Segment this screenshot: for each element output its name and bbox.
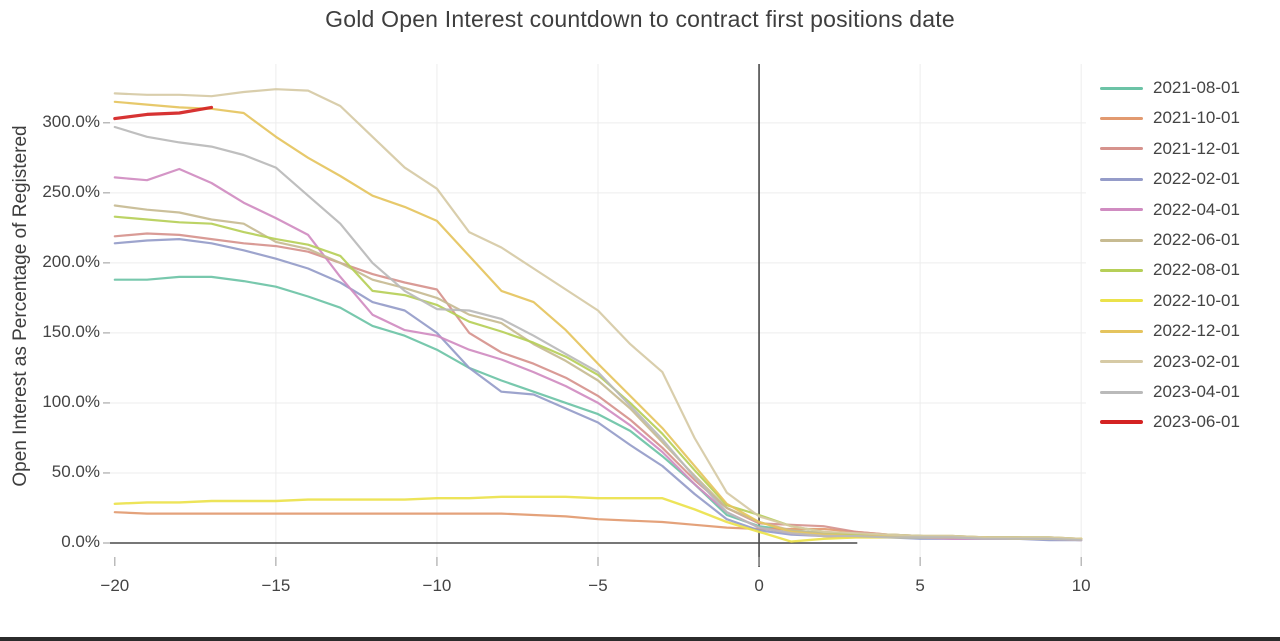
legend-label: 2022-10-01 — [1153, 290, 1240, 310]
legend-line-swatch — [1100, 86, 1143, 90]
x-tick-label: −10 — [422, 576, 452, 595]
x-tick-label: −5 — [588, 576, 608, 595]
legend-item-2021-10-01[interactable]: 2021-10-01 — [1100, 106, 1240, 130]
legend-line-swatch — [1100, 299, 1143, 303]
legend-line-swatch — [1100, 147, 1143, 151]
legend-label: 2023-04-01 — [1153, 382, 1240, 401]
y-tick-label: 100.0% — [42, 391, 100, 411]
legend-label: 2023-02-01 — [1153, 351, 1240, 371]
legend-item-2023-06-01[interactable]: 2023-06-01 — [1100, 410, 1240, 434]
legend-label: 2021-10-01 — [1153, 108, 1240, 128]
legend-label: 2022-06-01 — [1153, 230, 1240, 249]
y-tick-label: 300.0% — [42, 111, 100, 131]
legend-line-swatch — [1100, 390, 1143, 394]
legend-label: 2021-08-01 — [1153, 78, 1240, 97]
legend-item-2021-12-01[interactable]: 2021-12-01 — [1100, 137, 1240, 161]
x-tick-label: −15 — [261, 576, 291, 595]
legend-label: 2023-06-01 — [1153, 412, 1240, 432]
legend-line-swatch — [1100, 268, 1143, 272]
legend-item-2022-08-01[interactable]: 2022-08-01 — [1100, 258, 1240, 282]
series-line-2023-06-01 — [113, 105, 214, 121]
x-tick-label: 10 — [1071, 576, 1091, 595]
legend-item-2022-12-01[interactable]: 2022-12-01 — [1100, 319, 1240, 343]
legend-item-2023-02-01[interactable]: 2023-02-01 — [1100, 350, 1240, 374]
legend-label: 2022-08-01 — [1153, 260, 1240, 280]
y-tick-label: 0.0% — [61, 531, 100, 551]
chart-title: Gold Open Interest countdown to contract… — [325, 6, 955, 32]
x-tick-label: 5 — [915, 576, 925, 595]
y-tick-label: 200.0% — [42, 251, 100, 271]
legend-label: 2022-04-01 — [1153, 199, 1240, 219]
x-tick-label: −20 — [100, 576, 130, 595]
legend-line-swatch — [1100, 420, 1143, 425]
y-tick-label: 150.0% — [42, 321, 100, 341]
legend-line-swatch — [1100, 177, 1143, 181]
legend-item-2022-02-01[interactable]: 2022-02-01 — [1100, 167, 1240, 191]
series-line-2023-04-01 — [113, 125, 1083, 542]
legend-line-swatch — [1100, 329, 1143, 333]
y-tick-label: 250.0% — [42, 181, 100, 201]
legend-line-swatch — [1100, 238, 1143, 242]
series-line-2022-02-01 — [113, 238, 1083, 542]
legend-label: 2021-12-01 — [1153, 138, 1240, 158]
legend-item-2021-08-01[interactable]: 2021-08-01 — [1100, 76, 1240, 100]
series-line-2023-02-01 — [113, 88, 1083, 540]
legend-item-2022-06-01[interactable]: 2022-06-01 — [1100, 228, 1240, 252]
legend-item-2022-10-01[interactable]: 2022-10-01 — [1100, 289, 1240, 313]
legend-item-2023-04-01[interactable]: 2023-04-01 — [1100, 380, 1240, 404]
legend-item-2022-04-01[interactable]: 2022-04-01 — [1100, 198, 1240, 222]
legend-line-swatch — [1100, 208, 1143, 212]
legend-line-swatch — [1100, 116, 1143, 120]
legend-label: 2022-02-01 — [1153, 169, 1240, 189]
legend-label: 2022-12-01 — [1153, 321, 1240, 341]
x-tick-label: 0 — [754, 576, 764, 595]
bottom-border — [0, 637, 1280, 641]
legend-line-swatch — [1100, 360, 1143, 364]
y-tick-label: 50.0% — [51, 461, 100, 481]
